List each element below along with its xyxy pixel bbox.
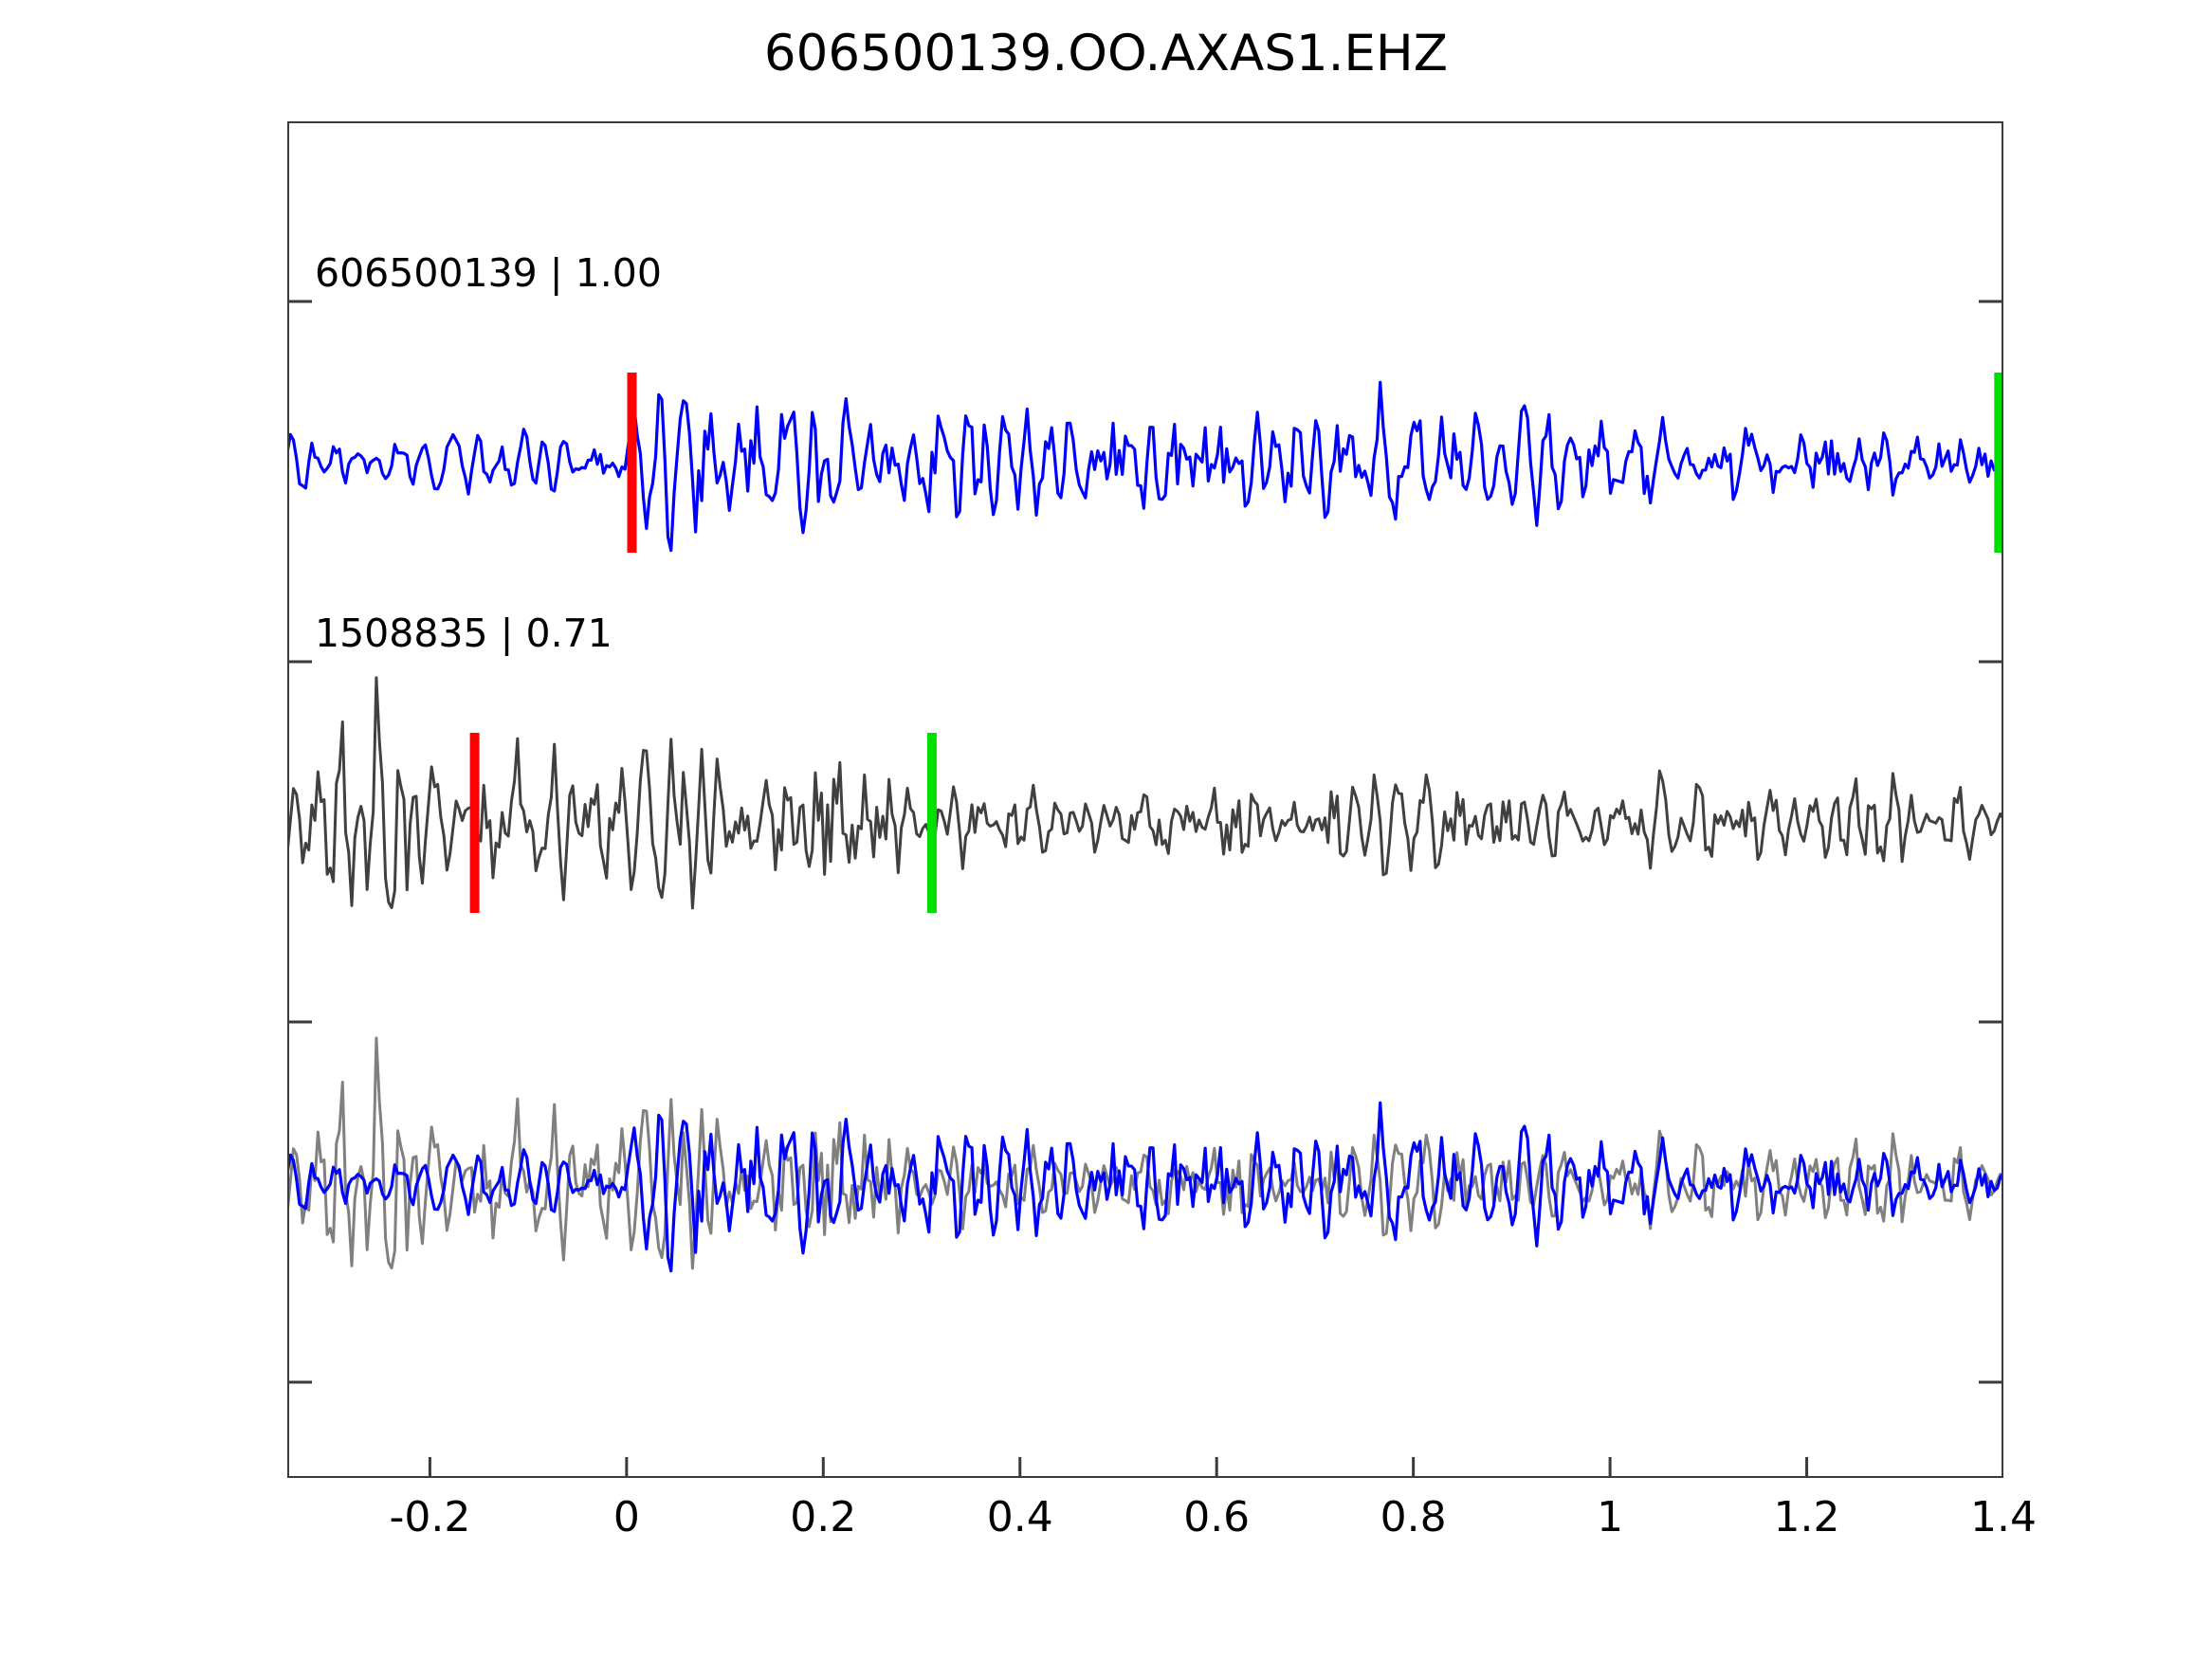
s-pick-marker bbox=[926, 733, 937, 913]
page-title: 606500139.OO.AXAS1.EHZ bbox=[763, 25, 1449, 82]
p-pick-marker bbox=[627, 373, 637, 553]
x-tick-label: 0.2 bbox=[790, 1493, 857, 1541]
x-tick-label: 1 bbox=[1597, 1493, 1624, 1541]
x-tick-label: -0.2 bbox=[389, 1493, 471, 1541]
trace-overlay-blue bbox=[287, 1101, 2003, 1273]
trace-label-detection: 1508835 | 0.71 bbox=[315, 611, 612, 656]
plot-area: 606500139 | 1.00 1508835 | 0.71 bbox=[287, 121, 2003, 1478]
trace-label-template: 606500139 | 1.00 bbox=[315, 250, 662, 296]
p-pick-marker bbox=[469, 733, 480, 913]
axis-ticks-group bbox=[287, 300, 2003, 1478]
traces-group bbox=[287, 380, 2003, 1273]
plot-frame bbox=[287, 121, 2003, 1478]
trace-template-blue bbox=[287, 380, 2003, 553]
x-tick-label: 0.6 bbox=[1183, 1493, 1251, 1541]
pick-markers-group bbox=[469, 373, 2003, 913]
x-axis-tick-labels: -0.2 0 0.2 0.4 0.6 0.8 1 1.2 1.4 bbox=[287, 1493, 2037, 1559]
x-tick-label: 1.2 bbox=[1773, 1493, 1840, 1541]
s-pick-marker bbox=[1994, 373, 2003, 553]
x-tick-label: 1.4 bbox=[1970, 1493, 2037, 1541]
x-tick-label: 0.8 bbox=[1380, 1493, 1447, 1541]
plot-background bbox=[287, 121, 2003, 1478]
x-tick-label: 0 bbox=[612, 1493, 640, 1541]
x-tick-label: 0.4 bbox=[986, 1493, 1053, 1541]
trace-detection-gray bbox=[287, 676, 2003, 910]
waveform-plot bbox=[287, 121, 2003, 1478]
